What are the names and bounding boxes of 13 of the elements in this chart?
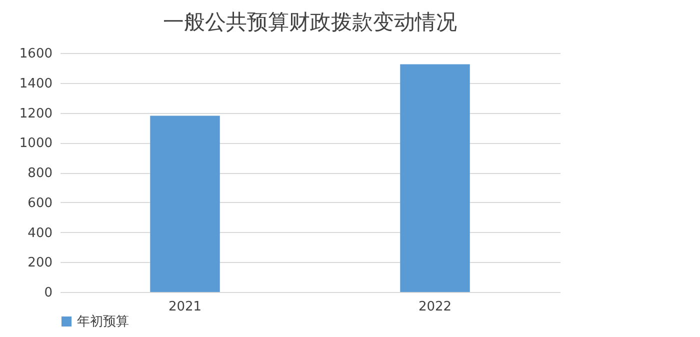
y-tick-label: 1600 <box>19 46 52 62</box>
y-tick-label: 1000 <box>19 136 52 152</box>
y-tick-label: 400 <box>28 226 52 241</box>
legend-label: 年初预算 <box>77 314 129 330</box>
y-tick-label: 200 <box>28 256 52 271</box>
y-tick-label: 600 <box>28 196 52 211</box>
y-tick-label: 1400 <box>19 76 52 92</box>
y-tick-label: 800 <box>28 166 52 181</box>
x-tick-label: 2022 <box>418 300 452 314</box>
y-tick-label: 0 <box>44 286 52 300</box>
y-tick-label: 1200 <box>19 106 52 122</box>
chart-title: 一般公共预算财政拨款变动情况 <box>163 10 457 34</box>
x-tick-label: 2021 <box>168 300 202 314</box>
